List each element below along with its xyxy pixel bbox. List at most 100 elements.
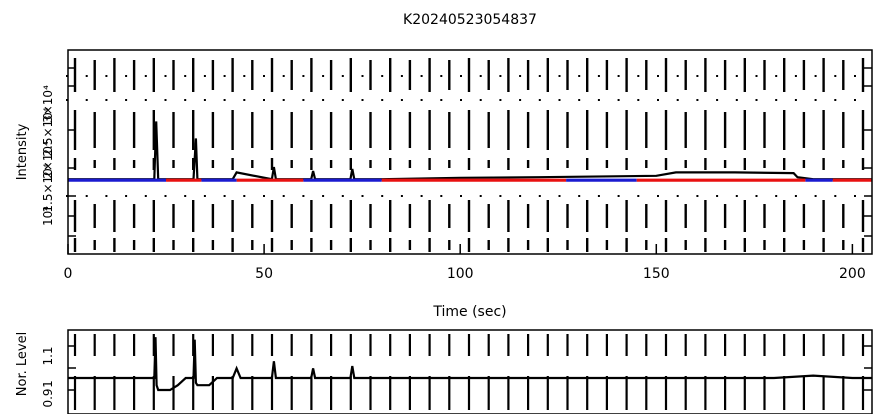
grid-dot bbox=[794, 99, 797, 101]
grid-dot bbox=[223, 99, 226, 101]
x-tick-label: 100 bbox=[447, 266, 474, 282]
y-tick-label: 3×10⁴ bbox=[41, 85, 55, 123]
grid-dot bbox=[322, 99, 325, 101]
grid-dot bbox=[735, 195, 738, 197]
grid-dot bbox=[203, 195, 206, 197]
grid-dot bbox=[440, 99, 443, 101]
grid-dot bbox=[302, 99, 305, 101]
grid-dot bbox=[854, 195, 856, 197]
grid-dot bbox=[184, 75, 187, 77]
grid-dot bbox=[794, 75, 797, 77]
grid-dot bbox=[597, 99, 600, 101]
grid-dot bbox=[302, 75, 305, 77]
grid-dot bbox=[657, 195, 659, 197]
grid-dot bbox=[676, 75, 679, 77]
grid-dot bbox=[66, 99, 68, 101]
ratio-frame bbox=[67, 329, 873, 414]
grid-dot bbox=[775, 75, 778, 77]
grid-dot bbox=[243, 99, 246, 101]
grid-dot bbox=[597, 75, 600, 77]
grid-dot bbox=[755, 75, 758, 77]
grid-dot bbox=[499, 99, 502, 101]
grid-dot bbox=[420, 99, 423, 101]
grid-dot bbox=[144, 75, 147, 77]
grid-dot bbox=[755, 195, 758, 197]
grid-dot bbox=[519, 75, 522, 77]
grid-dot bbox=[676, 99, 679, 101]
grid-dot bbox=[834, 75, 837, 77]
grid-dot bbox=[105, 99, 108, 101]
grid-dot bbox=[499, 75, 502, 77]
main-grid bbox=[66, 58, 872, 252]
grid-dot bbox=[578, 75, 581, 77]
grid-dot bbox=[479, 99, 482, 101]
grid-dot bbox=[400, 195, 403, 197]
ratio-y-tick-labels: 0.91 1.1 bbox=[41, 346, 55, 407]
grid-dot bbox=[400, 99, 403, 101]
grid-dot bbox=[361, 99, 364, 101]
grid-dot bbox=[144, 99, 147, 101]
grid-dot bbox=[243, 75, 246, 77]
y-tick-label: 10⁴ bbox=[41, 206, 55, 226]
grid-dot bbox=[775, 195, 778, 197]
y-tick-label: 2.5×10⁴ bbox=[41, 107, 55, 156]
grid-dot bbox=[85, 195, 88, 197]
grid-dot bbox=[184, 99, 187, 101]
grid-dot bbox=[105, 195, 108, 197]
main-series bbox=[68, 121, 872, 182]
grid-dot bbox=[735, 75, 738, 77]
grid-dot bbox=[578, 99, 581, 101]
grid-dot bbox=[637, 75, 640, 77]
grid-dot bbox=[420, 75, 423, 77]
grid-dot bbox=[479, 195, 482, 197]
grid-dot bbox=[794, 195, 797, 197]
grid-dot bbox=[322, 195, 325, 197]
grid-dot bbox=[460, 195, 462, 197]
y-axis-label: Intensity bbox=[15, 123, 30, 180]
ratio-series-line bbox=[68, 337, 872, 392]
grid-dot bbox=[696, 195, 699, 197]
grid-dot bbox=[381, 75, 384, 77]
grid-dot bbox=[814, 75, 817, 77]
grid-dot bbox=[440, 195, 443, 197]
grid-dot bbox=[519, 99, 522, 101]
grid-dot bbox=[282, 195, 285, 197]
grid-dot bbox=[263, 195, 265, 197]
grid-dot bbox=[322, 75, 325, 77]
grid-dot bbox=[203, 99, 206, 101]
grid-dot bbox=[164, 75, 167, 77]
grid-dot bbox=[657, 99, 659, 101]
grid-dot bbox=[519, 195, 522, 197]
grid-dot bbox=[341, 195, 344, 197]
grid-dot bbox=[460, 99, 462, 101]
grid-dot bbox=[538, 99, 541, 101]
grid-dot bbox=[637, 195, 640, 197]
grid-dot bbox=[341, 99, 344, 101]
ratio-plot: 0.91 1.1 Nor. Level bbox=[15, 329, 873, 414]
grid-dot bbox=[85, 75, 88, 77]
grid-dot bbox=[834, 99, 837, 101]
grid-dot bbox=[263, 75, 265, 77]
main-plot: 0 50 100 150 200 10⁴1.5×10⁴2×10⁴2.5×10⁴3×10⁴… bbox=[15, 49, 873, 320]
grid-dot bbox=[696, 99, 699, 101]
grid-dot bbox=[125, 75, 128, 77]
grid-dot bbox=[263, 99, 265, 101]
grid-dot bbox=[716, 99, 719, 101]
grid-dot bbox=[716, 75, 719, 77]
grid-dot bbox=[243, 195, 246, 197]
grid-dot bbox=[105, 75, 108, 77]
chart-title: K20240523054837 bbox=[403, 12, 537, 28]
ratio-y-axis-label: Nor. Level bbox=[15, 332, 30, 396]
grid-dot bbox=[302, 195, 305, 197]
grid-dot bbox=[558, 195, 561, 197]
grid-dot bbox=[66, 75, 68, 77]
x-axis-label: Time (sec) bbox=[432, 304, 506, 320]
grid-dot bbox=[854, 75, 856, 77]
main-x-tick-labels: 0 50 100 150 200 bbox=[64, 244, 866, 282]
grid-dot bbox=[834, 195, 837, 197]
grid-dot bbox=[341, 75, 344, 77]
grid-dot bbox=[125, 99, 128, 101]
x-tick-label: 200 bbox=[839, 266, 866, 282]
